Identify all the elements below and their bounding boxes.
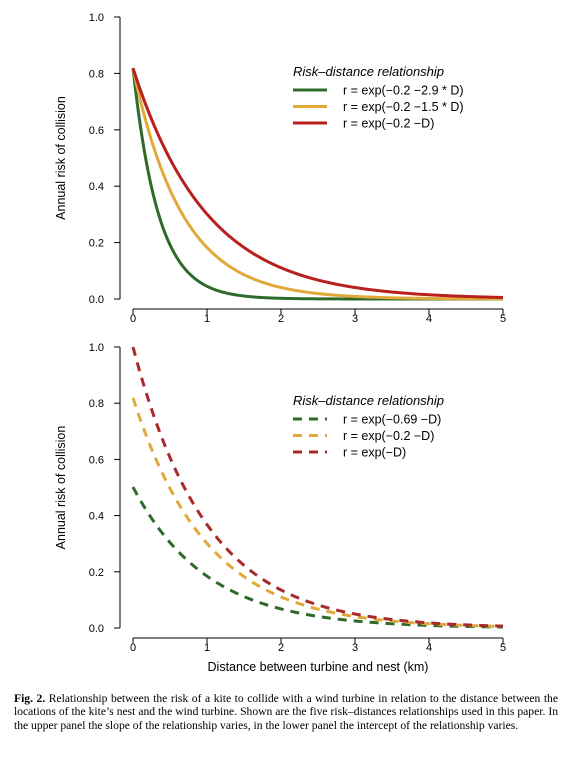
upper-legend-label-2: r = exp(−0.2 −1.5 * D)	[343, 100, 464, 114]
lower-legend: Risk–distance relationship r = exp(−0.69 …	[293, 393, 444, 460]
figure-caption: Fig. 2. Relationship between the risk of…	[14, 692, 558, 732]
lower-x-tick-label: 2	[278, 642, 284, 654]
lower-y-axis-title: Annual risk of collision	[54, 426, 68, 550]
lower-x-tick-label: 5	[500, 642, 506, 654]
upper-legend-label-1: r = exp(−0.2 −2.9 * D)	[343, 84, 464, 98]
lower-x-tick-label: 1	[204, 642, 210, 654]
lower-legend-label-3: r = exp(−D)	[343, 446, 406, 460]
lower-x-tick-label: 3	[352, 642, 358, 654]
upper-legend: Risk–distance relationship r = exp(−0.2 −…	[293, 64, 464, 131]
lower-y-tick-label: 0.0	[89, 623, 104, 635]
lower-series-line-1	[131, 486, 504, 629]
lower-x-tick-label: 4	[426, 642, 432, 654]
lower-y-tick-label: 0.6	[89, 454, 104, 466]
figure: 0.0 0.2 0.4 0.6 0.8 1.0 0 1 2 3 4 5 Annual risk of c…	[54, 12, 506, 674]
lower-y-tick-label: 1.0	[89, 342, 104, 354]
lower-y-tick-label: 0.8	[89, 398, 104, 410]
lower-legend-title: Risk–distance relationship	[293, 393, 444, 408]
lower-panel: 0.0 0.2 0.4 0.6 0.8 1.0 0 1 2 3 4 5 Annual risk of c…	[54, 342, 506, 674]
lower-y-tick-label: 0.4	[89, 511, 104, 523]
lower-series-line-2	[131, 397, 504, 628]
upper-x-tick-label: 1	[204, 313, 210, 325]
lower-y-tick-label: 0.2	[89, 567, 104, 579]
upper-y-tick-label: 1.0	[89, 12, 104, 24]
upper-y-axis-title: Annual risk of collision	[54, 96, 68, 220]
lower-legend-label-2: r = exp(−0.2 −D)	[343, 429, 434, 443]
upper-x-tick-label: 5	[500, 313, 506, 325]
upper-y-tick-label: 0.8	[89, 68, 104, 80]
upper-x-tick-label: 2	[278, 313, 284, 325]
upper-legend-title: Risk–distance relationship	[293, 64, 444, 79]
upper-panel: 0.0 0.2 0.4 0.6 0.8 1.0 0 1 2 3 4 5 Annual risk of c…	[54, 12, 506, 325]
upper-x-tick-label: 3	[352, 313, 358, 325]
upper-series-line-2	[131, 67, 503, 301]
caption-label: Fig. 2.	[14, 692, 46, 705]
caption-text: Relationship between the risk of a kite …	[14, 692, 558, 732]
upper-y-tick-label: 0.2	[89, 238, 104, 250]
upper-y-tick-label: 0.4	[89, 181, 104, 193]
lower-x-axis-title: Distance between turbine and nest (km)	[208, 660, 429, 674]
upper-x-tick-label: 4	[426, 313, 432, 325]
upper-y-tick-label: 0.0	[89, 294, 104, 306]
upper-series-line-3	[131, 67, 504, 299]
lower-x-tick-label: 0	[130, 642, 136, 654]
lower-legend-label-1: r = exp(−0.69 −D)	[343, 413, 441, 427]
upper-x-tick-label: 0	[130, 313, 136, 325]
upper-y-tick-label: 0.6	[89, 125, 104, 137]
upper-legend-label-3: r = exp(−0.2 −D)	[343, 117, 434, 131]
lower-series-line-3	[131, 346, 504, 628]
